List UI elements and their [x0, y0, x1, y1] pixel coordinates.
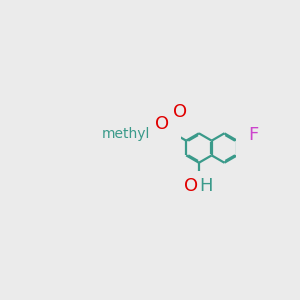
Text: O: O	[184, 177, 198, 195]
Text: O: O	[173, 103, 188, 122]
Text: F: F	[248, 126, 259, 144]
Text: H: H	[200, 177, 213, 195]
Text: methyl: methyl	[102, 127, 150, 141]
Text: O: O	[154, 115, 169, 133]
